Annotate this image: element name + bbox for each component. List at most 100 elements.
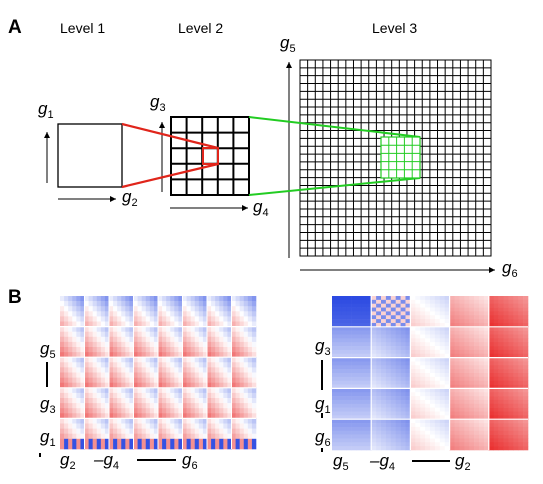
heatmap-left-cell	[158, 316, 163, 322]
heatmap-left-cell	[182, 403, 187, 409]
heatmap-left-cell	[145, 387, 151, 394]
heatmap-right-cell	[415, 303, 421, 308]
heatmap-left-cell	[113, 428, 118, 434]
heatmap-left-cell	[125, 392, 130, 399]
heatmap-right-cell	[400, 361, 406, 366]
heatmap-right-cell	[376, 446, 382, 451]
heatmap-left-cell	[129, 408, 134, 414]
heatmap-left-cell	[158, 443, 163, 450]
heatmap-left-cell	[162, 301, 167, 307]
heatmap-left-cell	[96, 336, 102, 343]
heatmap-left-cell	[113, 301, 118, 307]
heatmap-right-cell	[425, 299, 431, 304]
heatmap-left-cell	[202, 331, 208, 338]
heatmap-left-cell	[133, 433, 138, 440]
heatmap-right-cell	[523, 403, 529, 408]
heatmap-right-cell	[351, 322, 357, 328]
heatmap-right-cell	[410, 434, 416, 439]
heatmap-right-cell	[351, 361, 357, 366]
heatmap-right-cell	[385, 438, 392, 443]
heatmap-right-cell	[488, 423, 494, 428]
heatmap-right-cell	[332, 434, 338, 439]
heatmap-right-cell	[523, 423, 529, 428]
heatmap-left-cell	[149, 321, 155, 327]
heatmap-left-cell	[186, 311, 191, 317]
heatmap-left-cell	[174, 392, 179, 399]
heatmap-left-cell	[125, 321, 130, 327]
heatmap-left-cell	[125, 418, 130, 424]
heatmap-left-cell	[76, 306, 81, 312]
heatmap-left-cell	[145, 336, 151, 343]
heatmap-right-cell	[454, 380, 460, 385]
heatmap-right-cell	[488, 430, 494, 435]
heatmap-right-cell	[366, 296, 372, 301]
heatmap-right-cell	[415, 415, 421, 420]
heatmap-left-cell	[186, 367, 191, 373]
heatmap-left-cell	[231, 331, 236, 338]
heatmap-right-cell	[332, 407, 338, 412]
heatmap-right-cell	[366, 403, 372, 408]
heatmap-left-cell	[133, 392, 138, 399]
heatmap-left-cell	[141, 296, 147, 302]
heatmap-right-cell	[336, 373, 343, 378]
heatmap-left-cell	[211, 341, 216, 348]
heatmap-left-cell	[145, 326, 151, 332]
heatmap-right-cell	[361, 423, 367, 428]
heatmap-right-cell	[493, 346, 499, 351]
heatmap-left-cell	[137, 382, 142, 389]
heatmap-left-cell	[198, 311, 204, 317]
heatmap-right-cell	[449, 380, 455, 385]
heatmap-right-cell	[336, 315, 343, 320]
heatmap-left-cell	[137, 326, 142, 332]
heatmap-right-cell	[503, 388, 509, 393]
heatmap-left-cell	[202, 423, 208, 429]
heatmap-right-cell	[508, 303, 514, 308]
heatmap-right-cell	[434, 380, 441, 385]
heatmap-right-cell	[415, 399, 421, 405]
heatmap-right-cell	[454, 376, 460, 381]
level-3-highlight-block	[380, 136, 421, 179]
heatmap-left-cell	[133, 347, 138, 353]
heatmap-left-cell	[96, 377, 102, 383]
heatmap-left-cell	[121, 357, 126, 363]
heatmap-right-cell	[371, 396, 377, 401]
heatmap-right-cell	[410, 311, 416, 316]
heatmap-left-cell	[215, 408, 220, 414]
heatmap-right-cell	[361, 365, 367, 370]
level-1-grid	[57, 123, 123, 188]
heatmap-left-cell	[109, 398, 114, 404]
heatmap-right-cell	[336, 303, 343, 308]
heatmap-left-cell	[84, 403, 89, 409]
heatmap-right-cell	[400, 396, 406, 401]
heatmap-right-cell	[420, 403, 426, 408]
heatmap-right-cell	[381, 376, 387, 381]
heatmap-left-cell	[145, 306, 151, 312]
heatmap-right-cell	[405, 380, 411, 385]
heatmap-right-cell	[395, 438, 401, 443]
heatmap-right-cell	[454, 388, 460, 393]
heatmap-right-cell	[332, 392, 338, 397]
heatmap-left-cell	[125, 413, 130, 419]
heatmap-right-cell	[479, 392, 485, 397]
heatmap-right-cell	[346, 349, 352, 355]
heatmap-left-cell	[235, 377, 240, 383]
heatmap-right-cell	[459, 357, 465, 362]
heatmap-left-cell	[88, 341, 93, 348]
heatmap-right-cell	[385, 430, 392, 435]
heatmap-right-cell	[444, 361, 450, 366]
heatmap-right-cell	[376, 303, 382, 308]
heatmap-left-cell	[100, 306, 106, 312]
heatmap-right-cell	[346, 388, 352, 393]
heatmap-right-cell	[346, 399, 352, 405]
heatmap-right-cell	[430, 376, 436, 381]
heatmap-left-cell	[109, 387, 114, 394]
heatmap-right-cell	[518, 388, 524, 393]
heatmap-right-cell	[430, 442, 436, 447]
heatmap-left-cell	[231, 296, 236, 302]
heatmap-left-cell	[178, 306, 183, 312]
heatmap-right-cell	[523, 346, 529, 351]
heatmap-right-cell	[498, 334, 504, 339]
heatmap-right-cell	[366, 303, 372, 308]
heatmap-right-cell	[410, 319, 416, 324]
heatmap-left-cell	[117, 326, 122, 332]
